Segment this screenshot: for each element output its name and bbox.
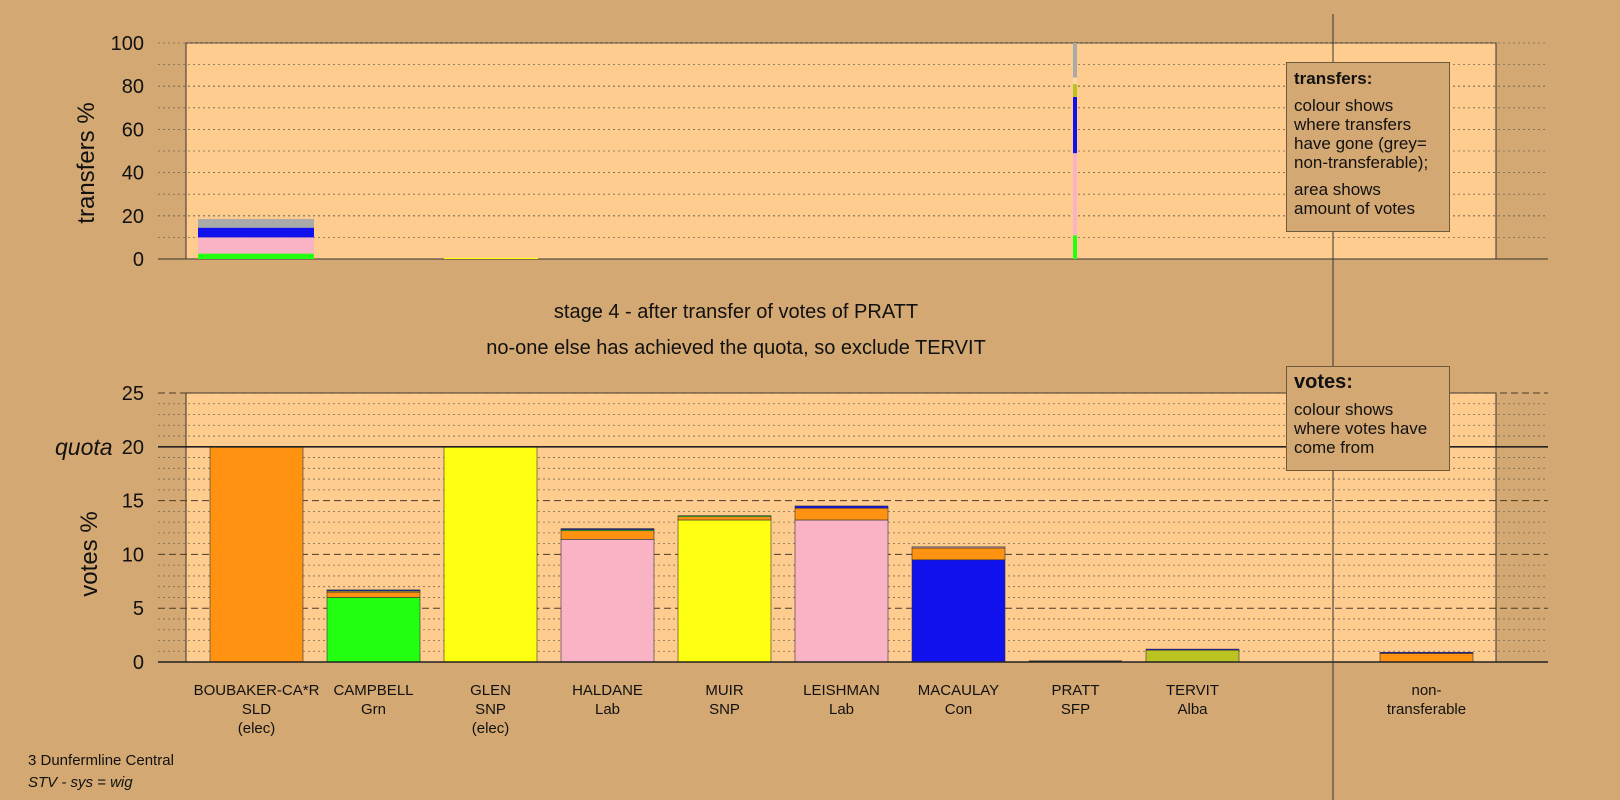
votes-x-tick-label: HALDANE: [572, 682, 643, 699]
votes-x-tick-label: SFP: [1061, 701, 1090, 718]
votes-bar-segment: [677, 519, 772, 663]
votes-x-tick-label: BOUBAKER-CA*R: [194, 682, 320, 699]
transfers-y-tick-label: 20: [122, 206, 144, 228]
votes-bar-segment: [911, 546, 1006, 549]
votes-bar-segment: [677, 516, 772, 521]
votes-bar-segment: [794, 519, 889, 663]
footer-system: STV - sys = wig: [28, 774, 133, 791]
transfers-bar-segment: [198, 219, 314, 228]
votes-x-tick-label: GLEN: [470, 682, 511, 699]
votes-bar-segment: [794, 505, 889, 509]
votes-bar-segment: [911, 547, 1006, 561]
votes-legend-title: votes:: [1294, 371, 1353, 393]
votes-bar-segment: [911, 559, 1006, 663]
votes-x-tick-label: Lab: [595, 701, 620, 718]
votes-y-tick-label: 20: [122, 437, 144, 459]
votes-bar-segment: [326, 589, 421, 592]
transfers-chart: 0 20 40 60 80 100 transfers %: [73, 33, 1548, 271]
votes-legend-line1: colour shows where votes have come from: [1294, 400, 1428, 457]
votes-x-tick-label: (elec): [238, 720, 276, 737]
votes-y-axis-label: votes %: [76, 511, 103, 596]
transfers-bar-segment: [1073, 153, 1077, 236]
transfers-y-tick-label: 80: [122, 76, 144, 98]
votes-x-tick-label: non-: [1411, 682, 1441, 699]
transfers-bar-segment: [1073, 43, 1077, 78]
votes-x-tick-label: LEISHMAN: [803, 682, 880, 699]
votes-x-tick-label: TERVIT: [1166, 682, 1219, 699]
transfers-y-tick-label: 100: [111, 33, 144, 55]
votes-x-tick-label: MACAULAY: [918, 682, 999, 699]
transfers-bar-segment: [198, 227, 314, 238]
transfers-bar-segment: [1073, 84, 1077, 97]
votes-x-tick-label: Lab: [829, 701, 854, 718]
votes-bar-segment: [794, 507, 889, 521]
transfers-bar-segment: [1073, 97, 1077, 154]
votes-x-tick-label: MUIR: [705, 682, 743, 699]
transfers-y-axis-label: transfers %: [73, 102, 100, 223]
votes-bar-segment: [560, 530, 655, 540]
votes-y-tick-label: 10: [122, 544, 144, 566]
quota-label: quota: [55, 434, 113, 460]
votes-bar-segment: [326, 597, 421, 663]
transfers-bar-segment: [444, 257, 538, 259]
stage-subtitle: no-one else has achieved the quota, so e…: [486, 337, 986, 359]
votes-bar-segment: [326, 591, 421, 598]
transfers-bar-segment: [198, 237, 314, 254]
transfers-bar-segment: [1073, 235, 1077, 259]
votes-x-tick-label: Grn: [361, 701, 386, 718]
votes-bar-segment: [677, 515, 772, 518]
votes-bar-segment: [1145, 649, 1240, 663]
transfers-y-tick-label: 0: [133, 249, 144, 271]
votes-y-tick-label: 0: [133, 652, 144, 674]
votes-x-tick-label: CAMPBELL: [333, 682, 413, 699]
votes-y-tick-label: 25: [122, 383, 144, 405]
votes-x-tick-label: PRATT: [1051, 682, 1099, 699]
stage-title: stage 4 - after transfer of votes of PRA…: [554, 301, 918, 323]
footer-constituency: 3 Dunfermline Central: [28, 752, 174, 769]
votes-x-tick-label: Alba: [1177, 701, 1208, 718]
votes-x-tick-label: Con: [945, 701, 973, 718]
transfers-bar-segment: [1073, 77, 1077, 85]
transfers-legend-line1: colour shows where transfers have gone (…: [1294, 96, 1429, 172]
votes-bar-segment: [560, 528, 655, 530]
votes-bar-segment: [560, 539, 655, 663]
transfers-y-tick-label: 60: [122, 119, 144, 141]
transfers-legend-title: transfers:: [1294, 69, 1373, 88]
votes-x-tick-label: SLD: [242, 701, 271, 718]
votes-y-tick-label: 5: [133, 598, 144, 620]
votes-bar-segment: [443, 446, 538, 663]
votes-x-tick-label: SNP: [709, 701, 740, 718]
votes-x-tick-label: (elec): [472, 720, 510, 737]
votes-bar-segment: [1379, 653, 1474, 663]
transfers-bar-segment: [198, 253, 314, 259]
transfers-y-tick-label: 40: [122, 163, 144, 185]
votes-bar-segment: [1379, 652, 1474, 654]
votes-x-tick-label: SNP: [475, 701, 506, 718]
votes-legend: votes: colour shows where votes have com…: [1286, 366, 1450, 471]
votes-bar-segment: [209, 446, 304, 663]
votes-chart: 0 5 10 15 20 25 quota votes % BOUBAKER-CA*R SLD (e…: [55, 383, 1548, 737]
votes-bar-segment: [1145, 648, 1240, 651]
votes-y-tick-label: 15: [122, 491, 144, 513]
transfers-legend: transfers: colour shows where transfers …: [1286, 62, 1450, 232]
transfers-legend-line2: area shows amount of votes: [1294, 180, 1415, 218]
votes-x-tick-label: transferable: [1387, 701, 1466, 718]
